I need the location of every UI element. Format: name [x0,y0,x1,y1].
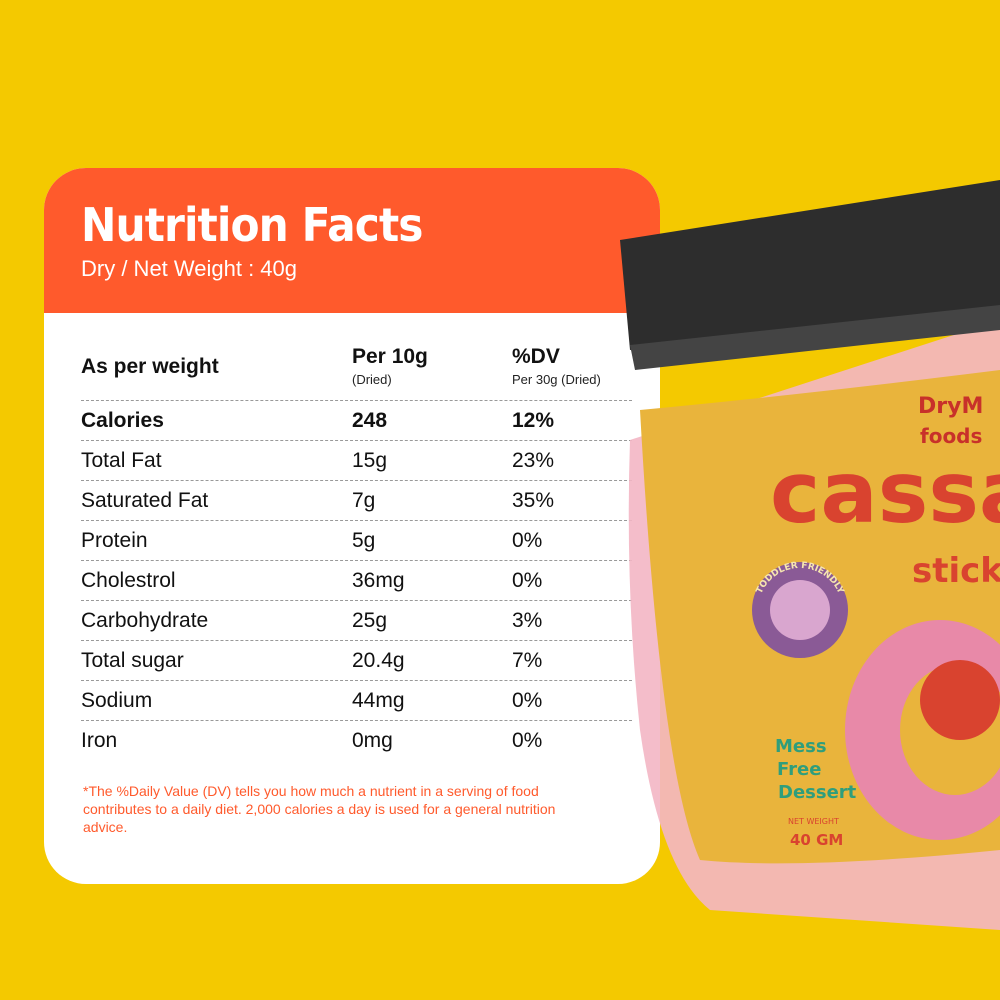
dv-value: 35% [512,489,555,512]
weight-label: NET WEIGHT [788,817,839,826]
table-row: Cholestrol 36mg 0% [81,561,632,601]
dv-value: 12% [512,409,555,432]
product-subname: sticks [912,551,1000,591]
per-10g-value: 44mg [352,689,405,712]
table-row: Iron 0mg 0% [81,721,632,761]
brand-logo: DryM foods [918,394,983,448]
svg-text:DryM: DryM [918,394,983,419]
per-10g-value: 25g [352,609,388,632]
nutrient-name: Total Fat [81,449,162,472]
col-header-dv: %DV [512,345,560,368]
dv-value: 0% [512,689,543,712]
per-10g-value: 15g [352,449,388,472]
col-header-dv-sub: Per 30g (Dried) [512,372,601,387]
nutrient-name: Saturated Fat [81,489,209,512]
nutrient-name: Cholestrol [81,569,176,592]
table-row: Calories 248 12% [81,401,632,441]
product-name: cassa [770,444,1000,543]
nutrient-name: Total sugar [81,649,184,672]
per-10g-value: 5g [352,529,376,552]
nutrient-name: Protein [81,529,148,552]
table-header: As per weight Per 10g (Dried) %DV Per 30… [81,338,632,401]
per-10g-value: 20.4g [352,649,405,672]
col-header-per10g: Per 10g [352,345,428,368]
weight-value: 40 GM [790,831,843,849]
footnote: *The %Daily Value (DV) tells you how muc… [83,783,556,835]
dv-value: 0% [512,729,543,752]
dv-value: 7% [512,649,543,672]
card-header: Nutrition Facts Dry / Net Weight : 40g [44,168,660,313]
per-10g-value: 0mg [352,729,393,752]
nutrition-card: Nutrition Facts Dry / Net Weight : 40g A… [44,168,660,884]
table-row: Sodium 44mg 0% [81,681,632,721]
product-jar-image: DryM foods cassa sticks TODDLER FRIENDLY… [620,180,1000,930]
per-10g-value: 36mg [352,569,405,592]
tagline-3: Dessert [778,782,857,803]
nutrient-name: Iron [81,729,118,752]
table-row: Total sugar 20.4g 7% [81,641,632,681]
nutrient-name: Carbohydrate [81,609,209,632]
nutrient-name: Sodium [81,689,153,712]
dv-value: 3% [512,609,543,632]
toddler-friendly-badge: TODDLER FRIENDLY [752,561,848,658]
table-row: Protein 5g 0% [81,521,632,561]
subtitle: Dry / Net Weight : 40g [81,256,298,281]
tagline-2: Free [777,759,821,780]
dv-value: 0% [512,529,543,552]
table-row: Carbohydrate 25g 3% [81,601,632,641]
nutrient-name: Calories [81,409,164,432]
dv-value: 23% [512,449,555,472]
col-header-per10g-sub: (Dried) [352,372,392,387]
tagline-1: Mess [775,736,827,757]
per-10g-value: 7g [352,489,376,512]
page-title: Nutrition Facts [81,198,423,252]
col-header-weight: As per weight [81,355,219,378]
table-row: Total Fat 15g 23% [81,441,632,481]
per-10g-value: 248 [352,409,388,432]
table-row: Saturated Fat 7g 35% [81,481,632,521]
svg-text:foods: foods [920,424,982,448]
dv-value: 0% [512,569,543,592]
